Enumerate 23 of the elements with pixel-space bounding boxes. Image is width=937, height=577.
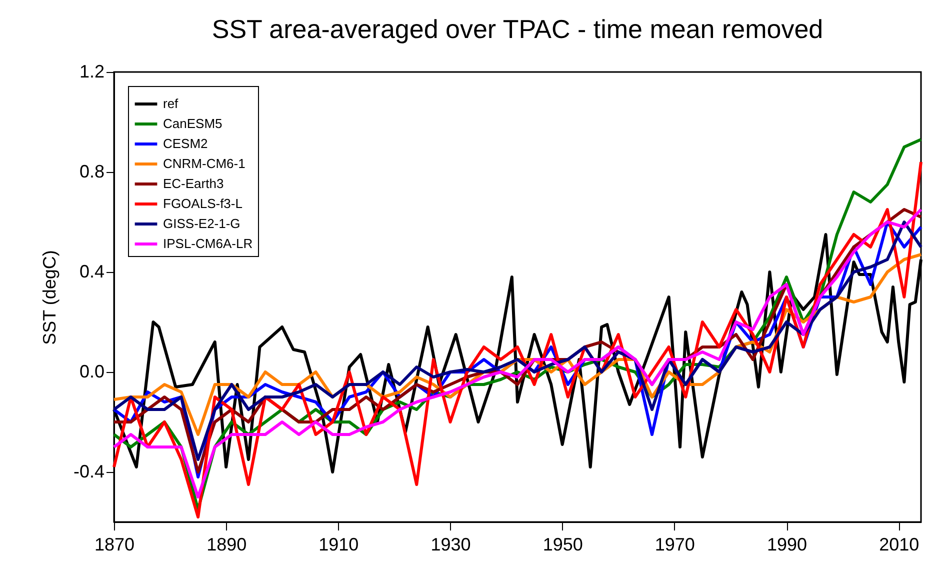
x-tick-label: 1890 <box>206 534 247 554</box>
y-tick-label: -0.4 <box>73 462 104 482</box>
legend-label: IPSL-CM6A-LR <box>163 236 253 251</box>
y-tick-label: 0.8 <box>79 162 104 182</box>
legend-label: FGOALS-f3-L <box>163 196 242 211</box>
x-tick-label: 1930 <box>430 534 471 554</box>
x-tick-label: 1950 <box>542 534 583 554</box>
y-axis-title: SST (degC) <box>39 250 60 345</box>
legend-label: CNRM-CM6-1 <box>163 156 246 171</box>
x-tick-label: 1990 <box>766 534 808 554</box>
legend-label: ref <box>163 96 179 111</box>
chart-title: SST area-averaged over TPAC - time mean removed <box>212 14 824 44</box>
y-tick-label: 0.4 <box>79 262 104 282</box>
x-tick-label: 1910 <box>318 534 359 554</box>
legend-label: EC-Earth3 <box>163 176 224 191</box>
y-tick-label: 0.0 <box>79 362 104 382</box>
x-tick-label: 1970 <box>654 534 695 554</box>
legend-label: CESM2 <box>163 136 208 151</box>
x-tick-label: 2010 <box>879 534 920 554</box>
y-tick-label: 1.2 <box>79 62 104 82</box>
x-tick-label: 1870 <box>94 534 135 554</box>
legend-label: CanESM5 <box>163 116 222 131</box>
legend-label: GISS-E2-1-G <box>163 216 240 231</box>
